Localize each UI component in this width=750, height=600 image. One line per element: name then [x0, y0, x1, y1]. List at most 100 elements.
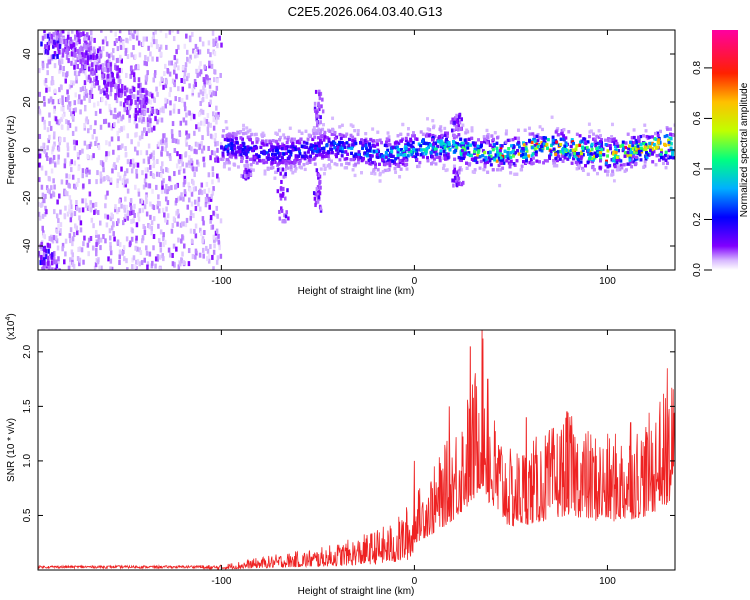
heatmap-cell	[199, 101, 202, 107]
heatmap-cell	[59, 32, 63, 38]
heatmap-cell	[192, 186, 196, 192]
heatmap-cell	[211, 30, 215, 36]
heatmap-cell	[72, 139, 76, 145]
heatmap-cell	[578, 143, 582, 147]
heatmap-cell	[104, 36, 107, 42]
heatmap-cell	[201, 148, 204, 154]
heatmap-cell	[116, 112, 120, 118]
heatmap-cell	[52, 39, 56, 45]
heatmap-cell	[432, 125, 435, 130]
heatmap-cell	[139, 82, 142, 88]
heatmap-cell	[65, 179, 69, 185]
heatmap-cell	[562, 137, 566, 141]
heatmap-cell	[418, 160, 422, 165]
heatmap-cell	[371, 143, 375, 147]
heatmap-cell	[185, 112, 188, 118]
heatmap-cell	[76, 230, 79, 236]
heatmap-cell	[534, 150, 538, 154]
heatmap-cell	[165, 142, 168, 148]
heatmap-cell	[177, 108, 181, 114]
heatmap-cell	[112, 113, 116, 119]
heatmap-cell	[66, 191, 69, 197]
heatmap-cell	[89, 40, 92, 46]
heatmap-cell	[89, 200, 92, 206]
heatmap-cell	[368, 149, 372, 153]
heatmap-cell	[266, 157, 270, 161]
heatmap-cell	[81, 168, 85, 174]
heatmap-cell	[54, 267, 57, 270]
heatmap-cell	[176, 151, 179, 157]
heatmap-cell	[49, 157, 52, 163]
heatmap-cell	[184, 120, 188, 126]
heatmap-cell	[202, 253, 205, 259]
heatmap-cell	[164, 103, 167, 109]
heatmap-cell	[118, 249, 122, 255]
heatmap-cell	[402, 156, 406, 160]
heatmap-cell	[617, 165, 620, 169]
heatmap-cell	[124, 50, 128, 56]
heatmap-cell	[109, 30, 113, 33]
heatmap-cell	[495, 159, 499, 163]
heatmap-cell	[114, 83, 117, 89]
heatmap-cell	[294, 167, 298, 171]
heatmap-cell	[663, 142, 666, 147]
heatmap-cell	[152, 96, 156, 102]
heatmap-cell	[656, 145, 660, 149]
heatmap-cell	[188, 58, 192, 64]
heatmap-cell	[189, 54, 192, 60]
heatmap-cell	[136, 96, 140, 102]
heatmap-cell	[44, 77, 48, 83]
heatmap-cell	[138, 108, 141, 114]
heatmap-cell	[38, 148, 40, 154]
heatmap-cell	[80, 247, 84, 253]
heatmap-cell	[553, 161, 557, 165]
heatmap-cell	[182, 182, 186, 188]
heatmap-cell	[80, 51, 84, 57]
heatmap-cell	[93, 129, 96, 135]
heatmap-cell	[199, 61, 202, 67]
heatmap-cell	[388, 164, 392, 168]
heatmap-cell	[159, 254, 162, 260]
heatmap-cell	[88, 89, 92, 95]
heatmap-cell	[431, 133, 435, 138]
heatmap-cell	[163, 140, 167, 146]
heatmap-cell	[84, 64, 87, 70]
heatmap-cell	[613, 152, 617, 157]
heatmap-cell	[273, 160, 277, 164]
heatmap-cell	[291, 143, 295, 148]
heatmap-cell	[656, 131, 660, 135]
heatmap-cell	[550, 115, 554, 119]
heatmap-cell	[51, 40, 55, 46]
heatmap-cell	[198, 36, 202, 42]
heatmap-cell	[460, 144, 464, 148]
heatmap-cell	[147, 223, 150, 229]
heatmap-cell	[116, 182, 119, 188]
heatmap-cell	[270, 145, 274, 149]
heatmap-cell	[129, 159, 133, 165]
heatmap-cell	[70, 30, 74, 34]
heatmap-cell	[182, 196, 185, 202]
heatmap-cell	[399, 152, 403, 157]
heatmap-cell	[211, 190, 215, 196]
heatmap-cell	[94, 251, 98, 257]
heatmap-cell	[101, 96, 104, 102]
heatmap-cell	[302, 140, 306, 144]
heatmap-cell	[356, 132, 360, 136]
heatmap-cell	[58, 140, 61, 146]
heatmap-cell	[171, 261, 175, 267]
heatmap-cell	[134, 132, 137, 138]
heatmap-cell	[38, 133, 42, 139]
heatmap-cell	[54, 116, 58, 122]
heatmap-cell	[534, 153, 538, 157]
heatmap-cell	[333, 162, 337, 166]
heatmap-cell	[67, 120, 70, 126]
heatmap-cell	[588, 155, 592, 159]
heatmap-cell	[293, 169, 297, 173]
heatmap-cell	[56, 30, 60, 34]
heatmap-cell	[386, 168, 390, 172]
heatmap-cell	[195, 68, 198, 74]
heatmap-cell	[189, 187, 192, 193]
heatmap-cell	[260, 150, 264, 155]
heatmap-cell	[185, 130, 188, 136]
heatmap-cell	[343, 166, 347, 170]
